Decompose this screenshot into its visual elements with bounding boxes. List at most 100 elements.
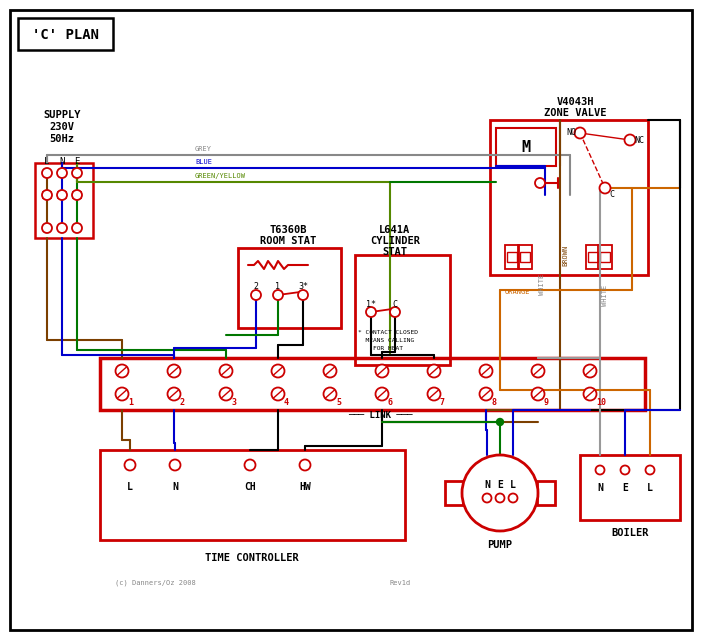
Text: (c) Danners/Oz 2008: (c) Danners/Oz 2008 — [115, 580, 196, 587]
Circle shape — [298, 290, 308, 300]
Text: PUMP: PUMP — [487, 540, 512, 550]
Circle shape — [57, 168, 67, 178]
Bar — [537, 481, 555, 505]
Text: C: C — [392, 300, 397, 309]
Text: TIME CONTROLLER: TIME CONTROLLER — [205, 553, 299, 563]
Circle shape — [646, 465, 654, 474]
Circle shape — [42, 190, 52, 200]
Bar — [355, 255, 450, 365]
Circle shape — [583, 388, 597, 401]
Circle shape — [168, 365, 180, 378]
Text: FOR HEAT: FOR HEAT — [358, 346, 403, 351]
Text: HW: HW — [299, 482, 311, 492]
Text: ─── LINK ───: ─── LINK ─── — [347, 411, 412, 420]
Circle shape — [428, 388, 440, 401]
Circle shape — [390, 307, 400, 317]
Text: BLUE: BLUE — [195, 159, 212, 165]
Circle shape — [508, 494, 517, 503]
Text: C: C — [609, 190, 614, 199]
Text: N: N — [59, 157, 65, 166]
Circle shape — [324, 388, 336, 401]
Circle shape — [168, 388, 180, 401]
Circle shape — [42, 223, 52, 233]
Text: N: N — [484, 480, 490, 490]
Text: NC: NC — [634, 136, 644, 145]
Text: BROWN: BROWN — [562, 244, 568, 265]
Bar — [580, 455, 680, 520]
Text: 1: 1 — [275, 282, 281, 291]
Circle shape — [116, 365, 128, 378]
Text: Rev1d: Rev1d — [390, 580, 411, 586]
Circle shape — [324, 365, 336, 378]
Text: WHITE: WHITE — [602, 285, 608, 306]
Circle shape — [272, 388, 284, 401]
Circle shape — [428, 365, 440, 378]
Circle shape — [482, 494, 491, 503]
Circle shape — [220, 388, 232, 401]
Bar — [600, 252, 610, 262]
Circle shape — [300, 460, 310, 470]
Bar — [100, 358, 645, 410]
Circle shape — [273, 290, 283, 300]
Text: 50Hz: 50Hz — [50, 134, 74, 144]
Circle shape — [42, 168, 52, 178]
Circle shape — [376, 388, 388, 401]
Circle shape — [272, 365, 284, 378]
Text: 4: 4 — [284, 398, 289, 407]
Text: L641A: L641A — [379, 225, 411, 235]
Circle shape — [169, 460, 180, 470]
Text: 8: 8 — [492, 398, 497, 407]
Bar — [490, 120, 648, 275]
Bar — [586, 245, 600, 269]
Circle shape — [116, 388, 128, 401]
Text: CYLINDER: CYLINDER — [370, 236, 420, 246]
Text: GREY: GREY — [195, 146, 212, 152]
Circle shape — [72, 168, 82, 178]
Circle shape — [57, 223, 67, 233]
Circle shape — [124, 460, 135, 470]
Text: M: M — [522, 140, 531, 156]
Circle shape — [462, 455, 538, 531]
Text: E: E — [74, 157, 80, 166]
Circle shape — [496, 419, 503, 426]
Text: 10: 10 — [596, 398, 606, 407]
Text: N: N — [597, 483, 603, 493]
Circle shape — [531, 365, 545, 378]
Text: BOILER: BOILER — [611, 528, 649, 538]
Text: N: N — [172, 482, 178, 492]
Text: ROOM STAT: ROOM STAT — [260, 236, 316, 246]
Circle shape — [531, 388, 545, 401]
Circle shape — [220, 365, 232, 378]
Text: CH: CH — [244, 482, 256, 492]
Text: 7: 7 — [440, 398, 445, 407]
Text: L: L — [510, 480, 516, 490]
Bar — [238, 248, 341, 328]
Circle shape — [72, 190, 82, 200]
Bar — [507, 252, 517, 262]
Text: 'C' PLAN: 'C' PLAN — [32, 28, 98, 42]
Circle shape — [376, 365, 388, 378]
Bar — [598, 245, 612, 269]
Circle shape — [72, 223, 82, 233]
Text: ORANGE: ORANGE — [505, 289, 531, 295]
Text: WHITE: WHITE — [539, 274, 545, 295]
Bar — [100, 450, 405, 540]
Circle shape — [251, 290, 261, 300]
Circle shape — [479, 365, 493, 378]
Circle shape — [535, 178, 545, 188]
Bar — [505, 245, 519, 269]
Text: GREEN/YELLOW: GREEN/YELLOW — [195, 173, 246, 179]
Text: 3: 3 — [232, 398, 237, 407]
Text: MEANS CALLING: MEANS CALLING — [358, 338, 414, 343]
Text: 6: 6 — [388, 398, 393, 407]
Text: 5: 5 — [336, 398, 341, 407]
Text: 9: 9 — [544, 398, 549, 407]
Bar — [18, 18, 113, 50]
Circle shape — [595, 465, 604, 474]
Circle shape — [479, 388, 493, 401]
Circle shape — [574, 128, 585, 138]
Text: 1: 1 — [128, 398, 133, 407]
Text: 3*: 3* — [298, 282, 308, 291]
Text: 2: 2 — [180, 398, 185, 407]
Text: ZONE VALVE: ZONE VALVE — [544, 108, 607, 118]
